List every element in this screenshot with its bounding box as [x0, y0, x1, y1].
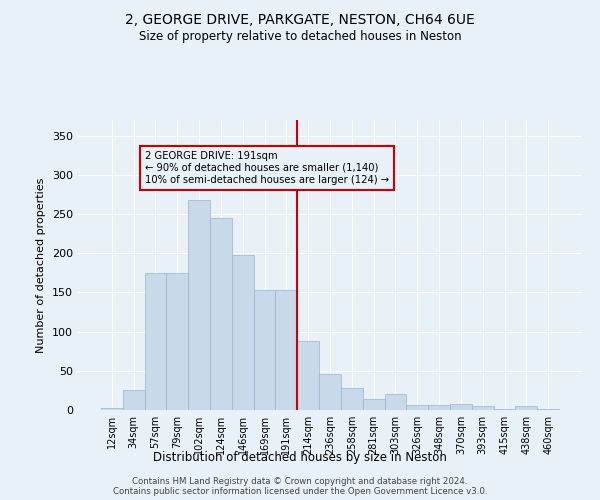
Text: Contains HM Land Registry data © Crown copyright and database right 2024.: Contains HM Land Registry data © Crown c…: [132, 477, 468, 486]
Text: 2 GEORGE DRIVE: 191sqm
← 90% of detached houses are smaller (1,140)
10% of semi-: 2 GEORGE DRIVE: 191sqm ← 90% of detached…: [145, 152, 389, 184]
Bar: [275, 290, 297, 410]
Bar: [166, 273, 188, 410]
Bar: [123, 390, 145, 410]
Bar: [363, 399, 385, 410]
Text: Contains public sector information licensed under the Open Government Licence v3: Contains public sector information licen…: [113, 487, 487, 496]
Bar: [210, 218, 232, 410]
Bar: [494, 409, 515, 410]
Bar: [515, 406, 537, 410]
Bar: [101, 408, 123, 410]
Text: Size of property relative to detached houses in Neston: Size of property relative to detached ho…: [139, 30, 461, 43]
Bar: [341, 388, 363, 410]
Bar: [188, 200, 210, 410]
Bar: [472, 406, 494, 410]
Bar: [297, 341, 319, 410]
Bar: [319, 374, 341, 410]
Bar: [254, 290, 275, 410]
Bar: [406, 404, 428, 410]
Bar: [450, 404, 472, 410]
Bar: [232, 255, 254, 410]
Y-axis label: Number of detached properties: Number of detached properties: [37, 178, 46, 352]
Bar: [145, 273, 166, 410]
Text: 2, GEORGE DRIVE, PARKGATE, NESTON, CH64 6UE: 2, GEORGE DRIVE, PARKGATE, NESTON, CH64 …: [125, 12, 475, 26]
Bar: [385, 394, 406, 410]
Bar: [428, 404, 450, 410]
Bar: [537, 409, 559, 410]
Text: Distribution of detached houses by size in Neston: Distribution of detached houses by size …: [153, 451, 447, 464]
